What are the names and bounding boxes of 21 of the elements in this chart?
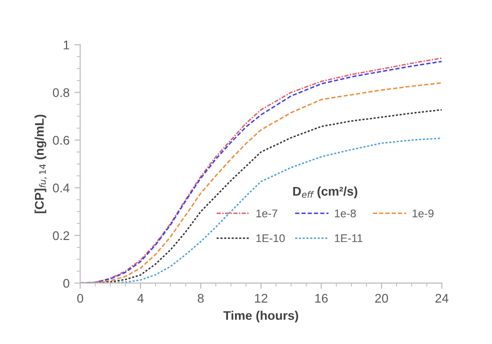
x-tick-label: 20 [375, 294, 388, 303]
legend-label: 1e-7 [256, 210, 278, 218]
x-tick-label: 4 [137, 294, 144, 303]
legend-label: 1E-10 [256, 234, 285, 242]
y-tick-label: 0 [63, 278, 70, 288]
y-tick-label: 0.6 [52, 136, 70, 145]
legend-label: 1e-9 [412, 209, 434, 218]
y-tick-label: 0.2 [52, 231, 70, 240]
legend-label: 1E-11 [334, 234, 362, 242]
x-tick-label: 12 [255, 294, 268, 303]
x-tick-label: 8 [198, 294, 204, 303]
y-axis-title: [CP]$_{fu,14}$ (ng/mL) [34, 114, 47, 214]
x-tick-label: 16 [315, 294, 328, 303]
legend-title: D$_{eff}$ (cm²/s) [293, 186, 358, 198]
legend-label: 1e-8 [334, 209, 356, 218]
x-axis-title: Time (hours) [223, 310, 298, 322]
y-tick-label: 0.4 [52, 184, 70, 192]
x-tick-label: 24 [435, 294, 448, 303]
y-tick-label: 0.8 [52, 88, 70, 98]
y-tick-label: 1 [64, 40, 70, 50]
x-tick-label: 0 [77, 294, 84, 303]
